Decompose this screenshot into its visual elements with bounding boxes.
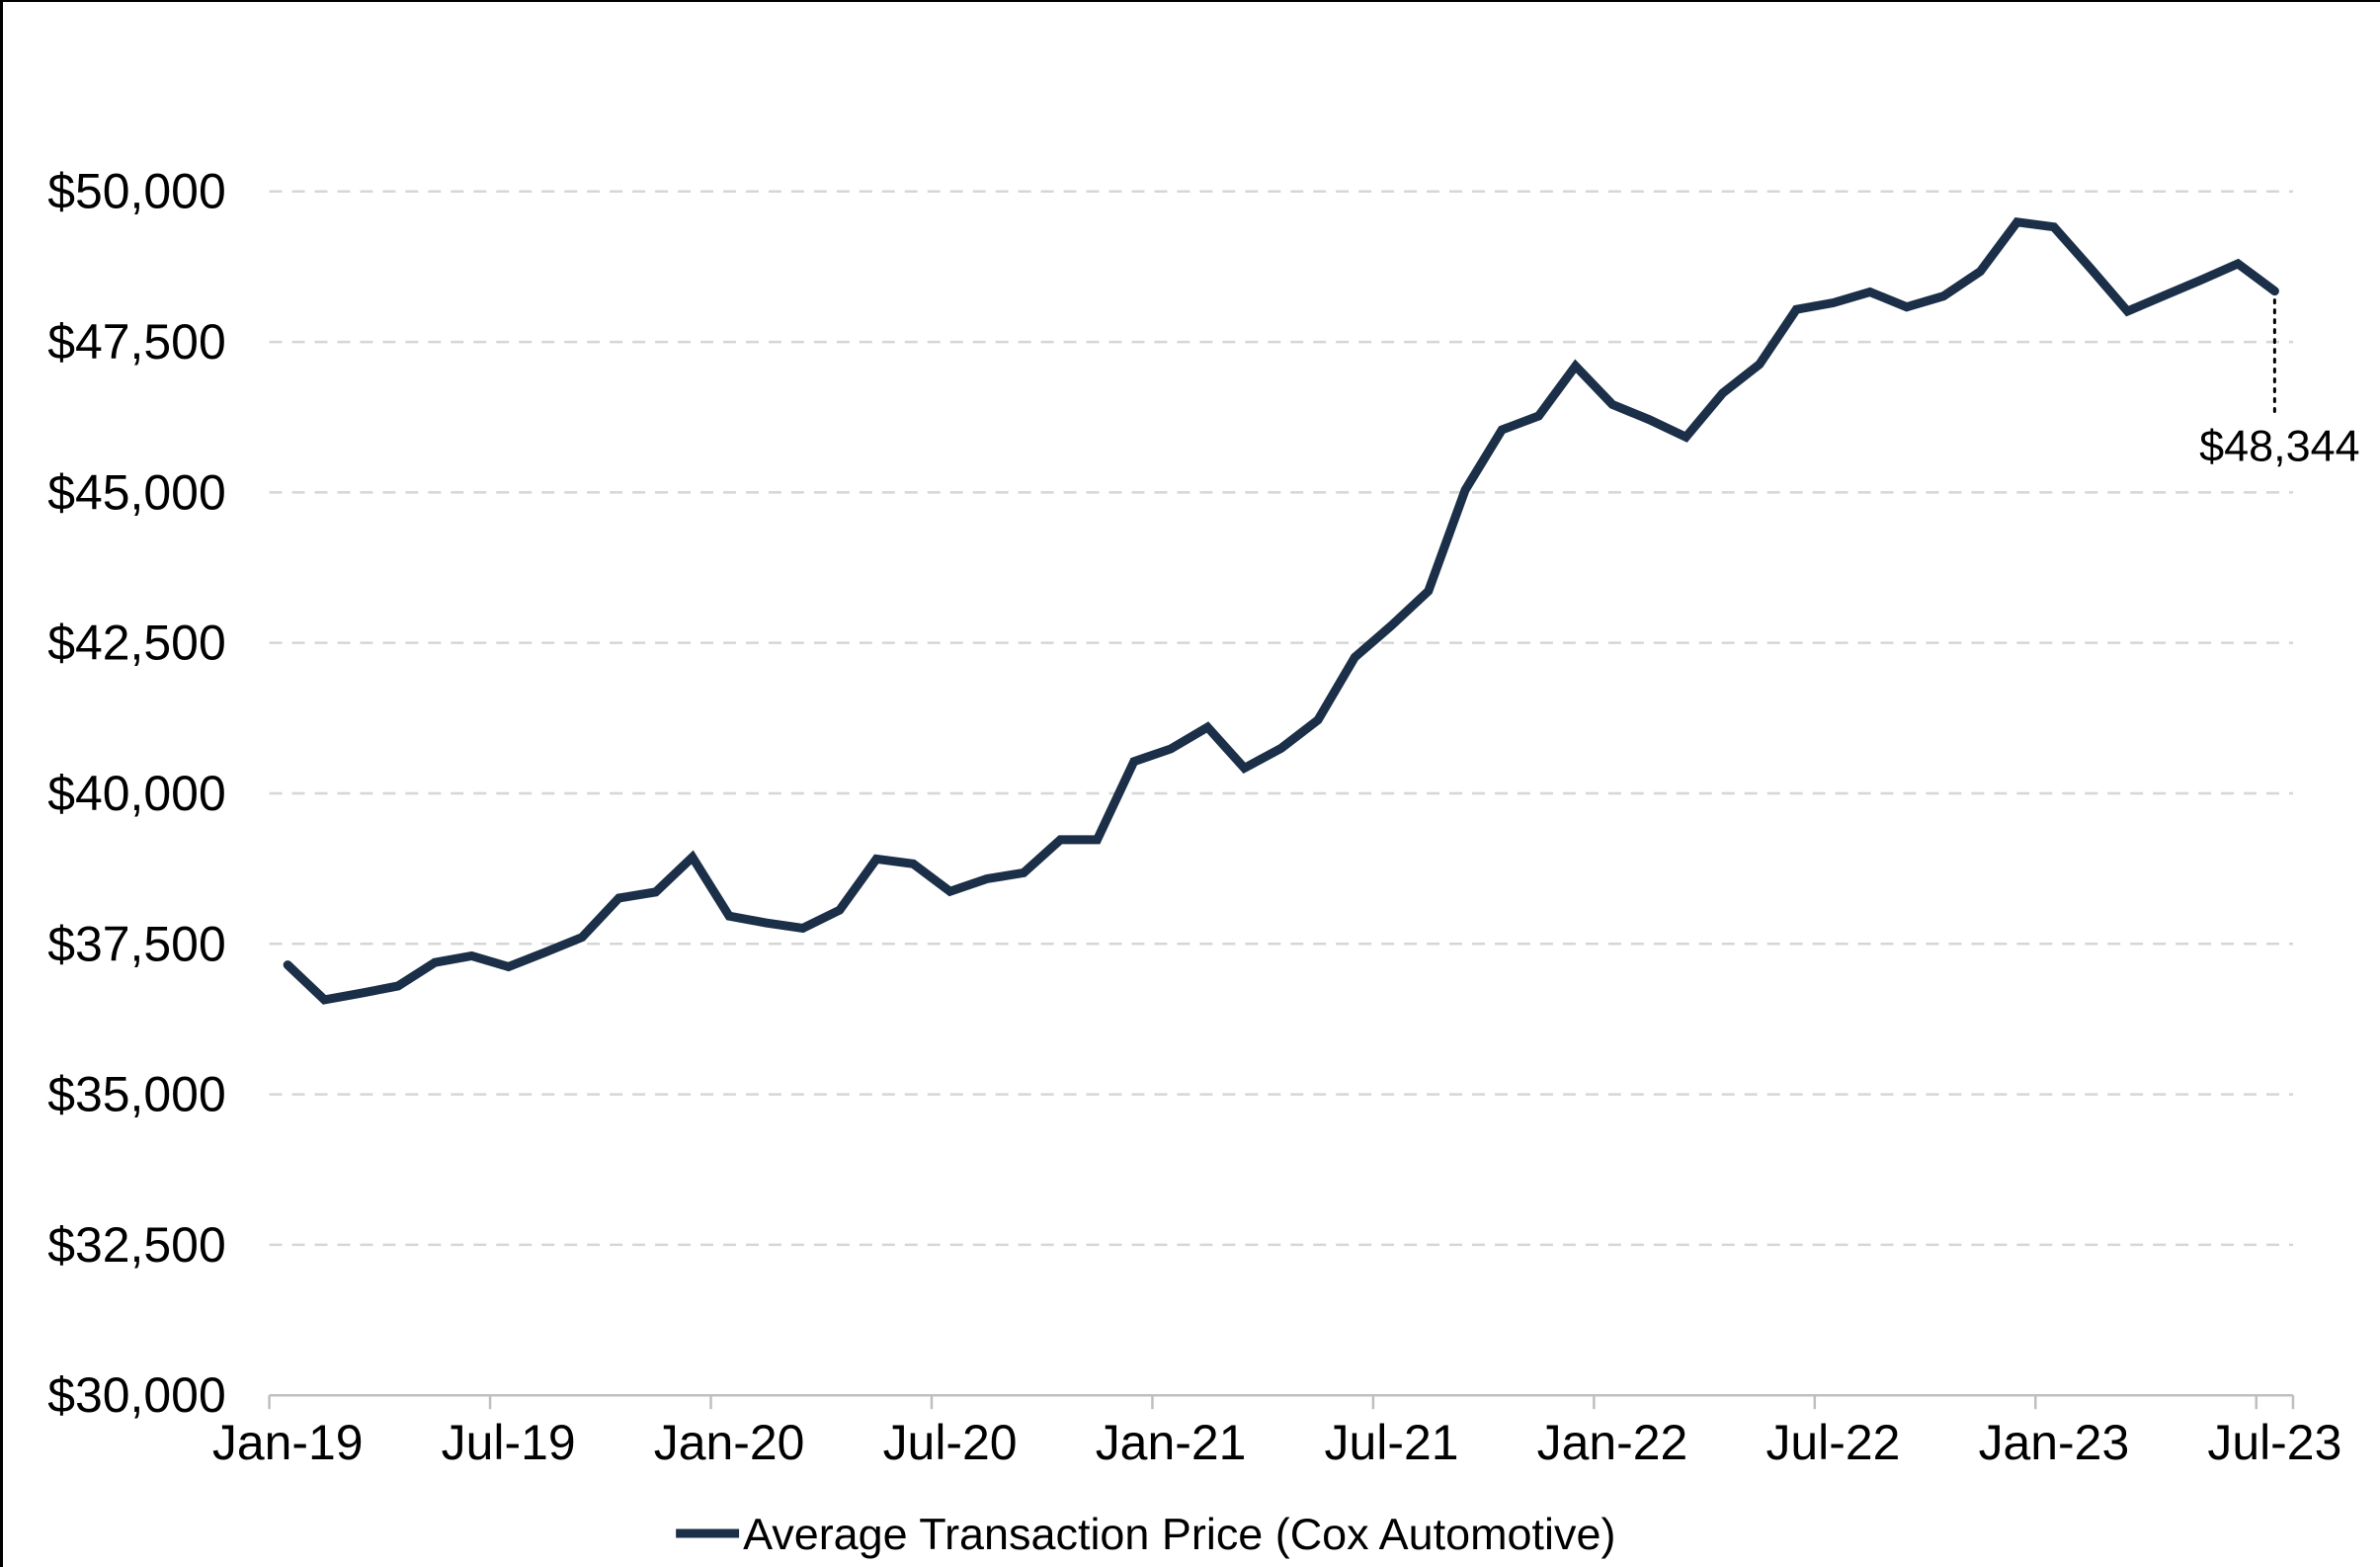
x-axis-label: Jan-22 — [1537, 1415, 1688, 1470]
x-axis-label: Jul-20 — [883, 1415, 1018, 1470]
line-chart-canvas: $30,000 $32,500 $35,000 $37,500 $40,000 $42,5… — [47, 164, 2359, 1559]
y-axis-label: $30,000 — [47, 1367, 225, 1423]
y-axis-label: $47,500 — [47, 314, 225, 370]
legend: Average Transaction Price (Cox Automotiv… — [676, 1509, 1615, 1559]
x-axis-label: Jul-23 — [2207, 1415, 2341, 1470]
y-axis-label: $37,500 — [47, 916, 225, 971]
x-axis-labels: Jan-19 Jul-19 Jan-20 Jul-20 Jan-21 Jul-21 Jan-… — [212, 1415, 2341, 1470]
y-axis-label: $45,000 — [47, 464, 225, 520]
gridlines — [269, 190, 2293, 1247]
y-axis-label: $42,500 — [47, 616, 225, 671]
x-axis — [268, 1393, 2295, 1410]
y-axis-label: $32,500 — [47, 1217, 225, 1273]
y-axis-labels: $30,000 $32,500 $35,000 $37,500 $40,000 $42,5… — [47, 164, 225, 1423]
x-axis-label: Jul-19 — [442, 1415, 576, 1470]
x-axis-label: Jan-20 — [654, 1415, 805, 1470]
y-axis-label: $50,000 — [47, 164, 225, 219]
price-line-series — [283, 217, 2279, 1005]
annotation-value-label: $48,344 — [2199, 420, 2359, 470]
y-axis-label: $35,000 — [47, 1067, 225, 1122]
x-axis-label: Jan-21 — [1096, 1415, 1247, 1470]
x-axis-label: Jan-23 — [1979, 1415, 2130, 1470]
x-axis-label: Jul-21 — [1325, 1415, 1459, 1470]
x-axis-label: Jan-19 — [212, 1415, 364, 1470]
y-axis-label: $40,000 — [47, 766, 225, 821]
price-line — [283, 217, 2279, 1005]
legend-label: Average Transaction Price (Cox Automotiv… — [743, 1509, 1615, 1559]
x-axis-label: Jul-22 — [1765, 1415, 1900, 1470]
